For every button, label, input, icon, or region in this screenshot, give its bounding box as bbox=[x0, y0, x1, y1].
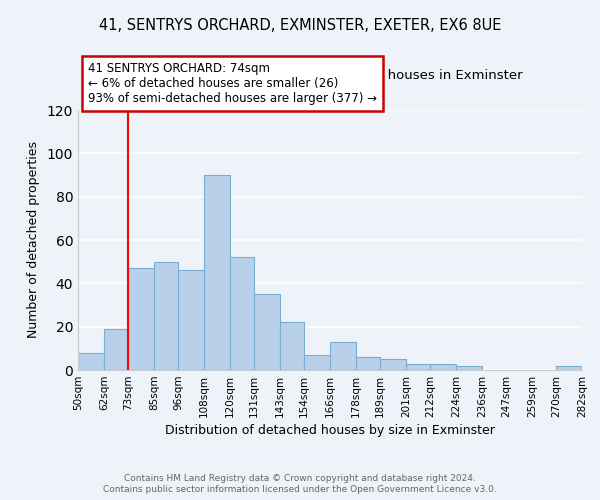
Bar bbox=[304, 355, 330, 370]
Bar bbox=[178, 270, 204, 370]
Bar bbox=[204, 175, 230, 370]
Bar bbox=[430, 364, 456, 370]
Bar bbox=[330, 342, 356, 370]
X-axis label: Distribution of detached houses by size in Exminster: Distribution of detached houses by size … bbox=[165, 424, 495, 437]
Bar bbox=[356, 357, 380, 370]
Bar bbox=[104, 329, 128, 370]
Bar bbox=[456, 366, 482, 370]
Text: 41 SENTRYS ORCHARD: 74sqm
← 6% of detached houses are smaller (26)
93% of semi-d: 41 SENTRYS ORCHARD: 74sqm ← 6% of detach… bbox=[88, 62, 377, 105]
Text: 41, SENTRYS ORCHARD, EXMINSTER, EXETER, EX6 8UE: 41, SENTRYS ORCHARD, EXMINSTER, EXETER, … bbox=[99, 18, 501, 32]
Bar bbox=[254, 294, 280, 370]
Bar bbox=[556, 366, 582, 370]
Bar bbox=[406, 364, 430, 370]
Y-axis label: Number of detached properties: Number of detached properties bbox=[27, 142, 40, 338]
Bar bbox=[78, 352, 104, 370]
Title: Size of property relative to detached houses in Exminster: Size of property relative to detached ho… bbox=[137, 70, 523, 82]
Bar bbox=[128, 268, 154, 370]
Bar bbox=[380, 359, 406, 370]
Bar bbox=[280, 322, 304, 370]
Text: Contains HM Land Registry data © Crown copyright and database right 2024.
Contai: Contains HM Land Registry data © Crown c… bbox=[103, 474, 497, 494]
Bar bbox=[154, 262, 178, 370]
Bar bbox=[230, 258, 254, 370]
